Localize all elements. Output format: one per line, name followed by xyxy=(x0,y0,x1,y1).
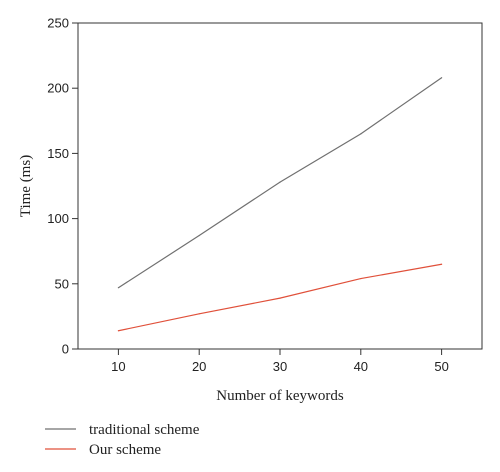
y-tick-label: 250 xyxy=(47,16,69,31)
data-point-our-scheme xyxy=(198,313,200,315)
data-point-traditional-scheme xyxy=(279,181,281,183)
legend-label-our-scheme: Our scheme xyxy=(89,442,161,458)
data-point-traditional-scheme xyxy=(441,77,443,79)
data-point-our-scheme xyxy=(117,330,119,332)
data-point-traditional-scheme xyxy=(198,234,200,237)
legend: traditional scheme Our scheme xyxy=(45,422,200,458)
y-tick-label: 100 xyxy=(47,211,69,226)
series-line-our-scheme xyxy=(118,263,442,332)
x-tick-label: 20 xyxy=(192,359,206,374)
x-axis-label: Number of keywords xyxy=(216,388,344,404)
x-tick-label: 50 xyxy=(434,359,448,374)
plot-frame xyxy=(77,22,483,350)
y-axis: 0 50 100 150 200 250 xyxy=(47,16,78,357)
x-tick-label: 10 xyxy=(111,359,125,374)
data-point-traditional-scheme xyxy=(117,287,119,289)
y-tick-label: 200 xyxy=(47,81,69,96)
x-axis: 10 20 30 40 50 xyxy=(111,349,449,374)
y-tick-label: 50 xyxy=(55,276,69,291)
legend-label-traditional-scheme: traditional scheme xyxy=(89,422,200,438)
y-tick-label: 0 xyxy=(62,342,69,357)
series-lines xyxy=(117,77,443,332)
series-line-traditional-scheme xyxy=(118,77,442,289)
data-point-our-scheme xyxy=(441,263,443,265)
x-tick-label: 40 xyxy=(354,359,368,374)
x-tick-label: 30 xyxy=(273,359,287,374)
data-point-our-scheme xyxy=(360,277,362,280)
y-tick-label: 150 xyxy=(47,146,69,161)
y-axis-label: Time (ms) xyxy=(18,155,34,217)
data-point-our-scheme xyxy=(279,297,281,299)
data-point-traditional-scheme xyxy=(360,133,362,135)
